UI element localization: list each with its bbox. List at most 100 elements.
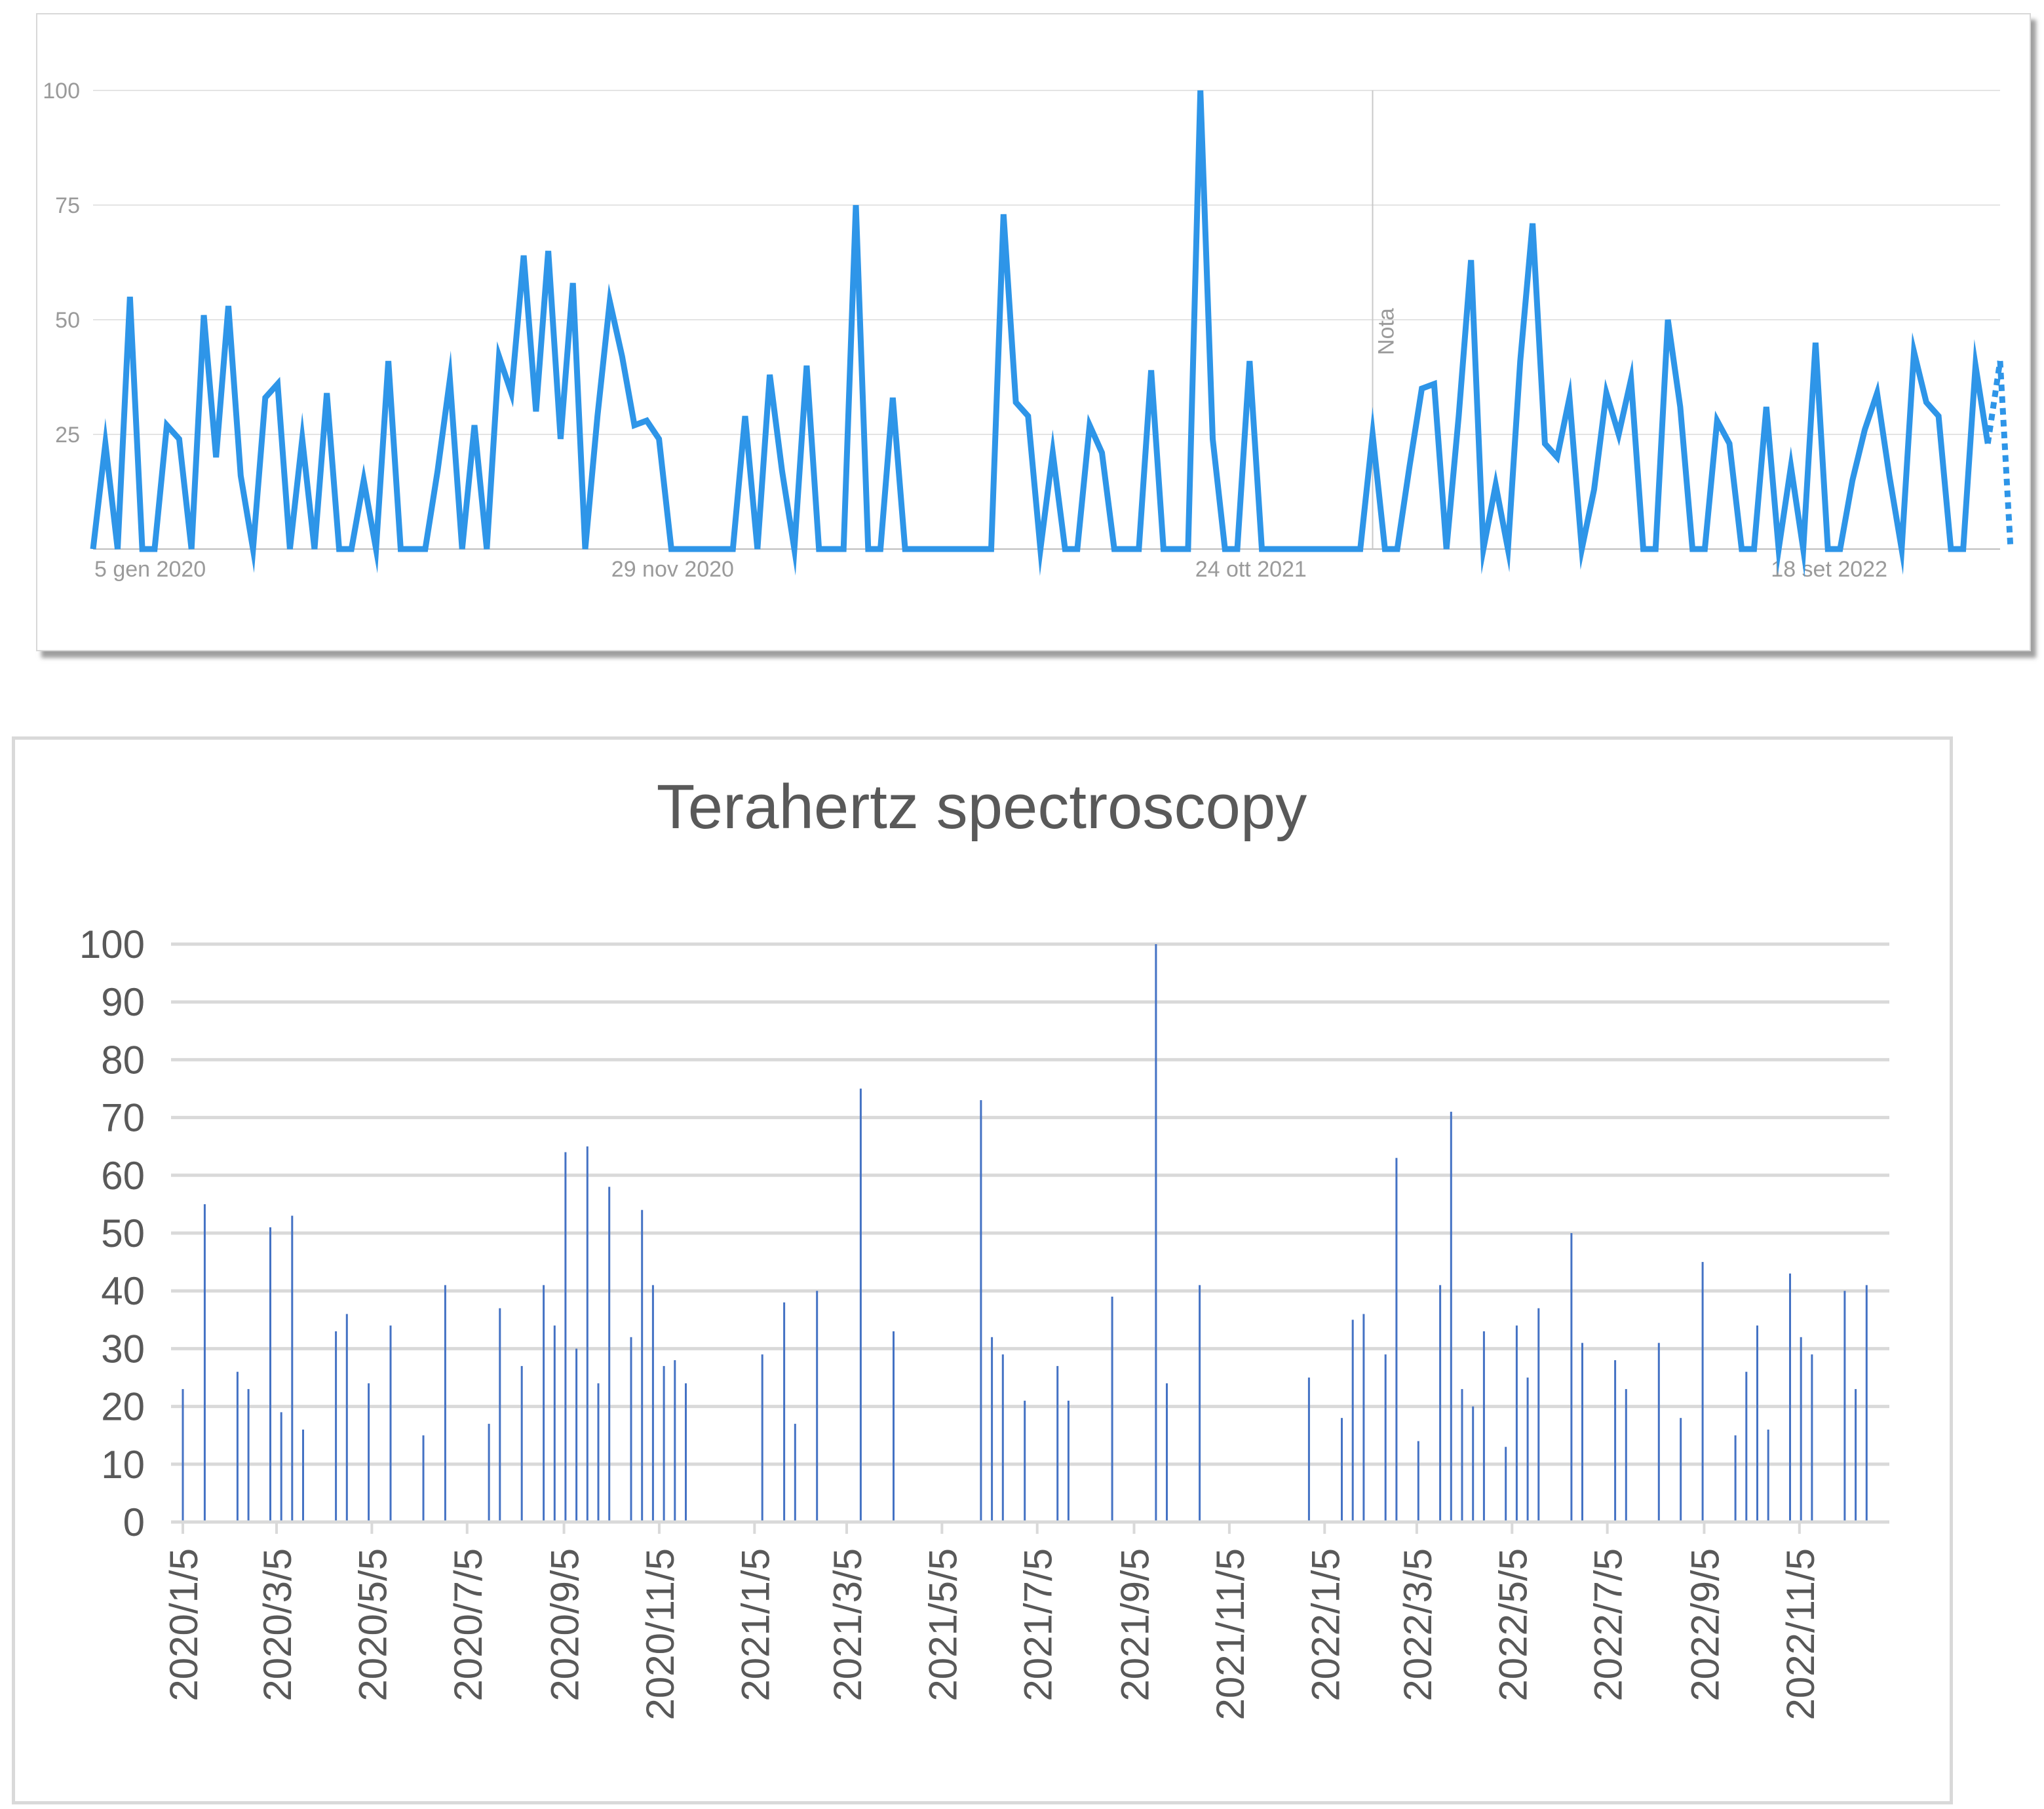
bar	[597, 1383, 600, 1522]
x-tick-label: 2021/3/5	[826, 1548, 870, 1702]
bar	[1417, 1441, 1419, 1522]
top-line-chart: 100 75 50 25 5 gen 2020 29 nov 2020 24 ott 202…	[43, 79, 2014, 582]
bar	[1614, 1360, 1617, 1522]
x-tick-label: 2021/5/5	[921, 1548, 965, 1702]
x-tick-label: 2022/11/5	[1779, 1548, 1822, 1720]
x-tick-label: 2022/1/5	[1303, 1548, 1347, 1702]
bar	[674, 1360, 676, 1522]
bar	[1734, 1435, 1737, 1522]
y-tick-label: 100	[79, 923, 145, 966]
bar	[488, 1424, 490, 1522]
bar	[1570, 1233, 1573, 1522]
bar	[182, 1389, 184, 1522]
bar	[335, 1331, 337, 1522]
bar	[302, 1429, 304, 1522]
bar	[893, 1331, 895, 1522]
bar	[641, 1209, 644, 1522]
bar	[794, 1424, 796, 1522]
bar	[520, 1365, 523, 1522]
y-tick-label: 60	[101, 1154, 145, 1198]
bottom-chart-panel: Terahertz spectroscopy 0 10 20 30 40 50 60 70 80…	[12, 736, 1953, 1804]
top-chart-panel: 100 75 50 25 5 gen 2020 29 nov 2020 24 ott 202…	[36, 13, 2031, 651]
bar	[1865, 1285, 1868, 1522]
y-tick-label: 100	[43, 79, 80, 104]
bar	[1745, 1371, 1748, 1522]
x-tick-label: 2020/11/5	[638, 1548, 682, 1720]
bar	[1111, 1297, 1113, 1522]
bar	[1472, 1406, 1475, 1522]
x-tick-label: 2020/3/5	[256, 1548, 299, 1702]
bar	[575, 1348, 578, 1522]
bar	[1581, 1342, 1583, 1522]
bar	[685, 1383, 687, 1522]
y-tick-label: 75	[55, 193, 80, 218]
bar	[783, 1302, 786, 1522]
x-tick-label: 2021/9/5	[1113, 1548, 1157, 1702]
bottom-bar-chart: Terahertz spectroscopy 0 10 20 30 40 50 60 70 80…	[79, 772, 1889, 1720]
bar	[1505, 1447, 1507, 1522]
bar	[1625, 1389, 1627, 1522]
bar	[1001, 1354, 1004, 1522]
x-tick-label: 5 gen 2020	[94, 557, 206, 582]
x-tick-label: 2021/1/5	[733, 1548, 777, 1702]
bar	[1450, 1111, 1452, 1522]
x-tick-label: 2022/9/5	[1683, 1548, 1727, 1702]
bar	[1307, 1377, 1310, 1522]
annotation-label: Nota	[1374, 308, 1399, 355]
bar	[543, 1285, 545, 1522]
bar	[1482, 1331, 1485, 1522]
bar	[1439, 1285, 1442, 1522]
y-tick-label: 0	[123, 1500, 145, 1544]
series-line-projection	[1984, 360, 2003, 444]
bar	[1362, 1314, 1365, 1522]
x-tick-label: 2021/11/5	[1208, 1548, 1252, 1720]
y-tick-label: 25	[55, 423, 80, 447]
bar	[1526, 1377, 1529, 1522]
bar	[291, 1215, 294, 1522]
x-tick-label: 18 set 2022	[1771, 557, 1887, 582]
bar	[1756, 1325, 1758, 1522]
y-tick-label: 20	[101, 1385, 145, 1429]
bar	[1843, 1291, 1846, 1522]
x-tick-label: 2020/7/5	[446, 1548, 490, 1702]
x-tick-label: 2022/5/5	[1491, 1548, 1535, 1702]
bar	[1657, 1342, 1660, 1522]
series-line-dashed-tail	[1997, 360, 2014, 550]
bar	[389, 1325, 392, 1522]
bar	[1461, 1389, 1463, 1522]
bar	[608, 1187, 611, 1522]
x-tick-label: 2020/1/5	[162, 1548, 206, 1702]
bar	[422, 1435, 425, 1522]
y-tick-label: 10	[101, 1443, 145, 1487]
x-tick-label: 29 nov 2020	[611, 557, 734, 582]
bar	[1395, 1158, 1398, 1522]
bar	[816, 1291, 819, 1522]
x-tick-label: 24 ott 2021	[1195, 557, 1307, 582]
bar	[980, 1100, 982, 1522]
y-tick-label: 40	[101, 1269, 145, 1313]
y-tick-label: 70	[101, 1096, 145, 1140]
bar	[1384, 1354, 1387, 1522]
bar	[564, 1152, 567, 1522]
bar	[236, 1371, 239, 1522]
bar	[1199, 1285, 1201, 1522]
bar	[1811, 1354, 1813, 1522]
bar	[991, 1337, 993, 1522]
y-tick-label: 50	[55, 308, 80, 333]
bar	[1680, 1418, 1682, 1522]
bar	[1537, 1308, 1540, 1522]
bar	[499, 1308, 501, 1522]
y-tick-label: 80	[101, 1038, 145, 1082]
bar	[663, 1365, 665, 1522]
bar	[651, 1285, 654, 1522]
bar	[1789, 1273, 1791, 1522]
x-tick-label: 2020/9/5	[543, 1548, 587, 1702]
bar	[280, 1412, 282, 1522]
bar	[1024, 1400, 1026, 1522]
bar	[1701, 1262, 1704, 1522]
bar	[1166, 1383, 1168, 1522]
bar	[1515, 1325, 1518, 1522]
chart-title: Terahertz spectroscopy	[657, 772, 1307, 842]
bar	[1351, 1320, 1354, 1522]
bar	[1155, 944, 1157, 1522]
